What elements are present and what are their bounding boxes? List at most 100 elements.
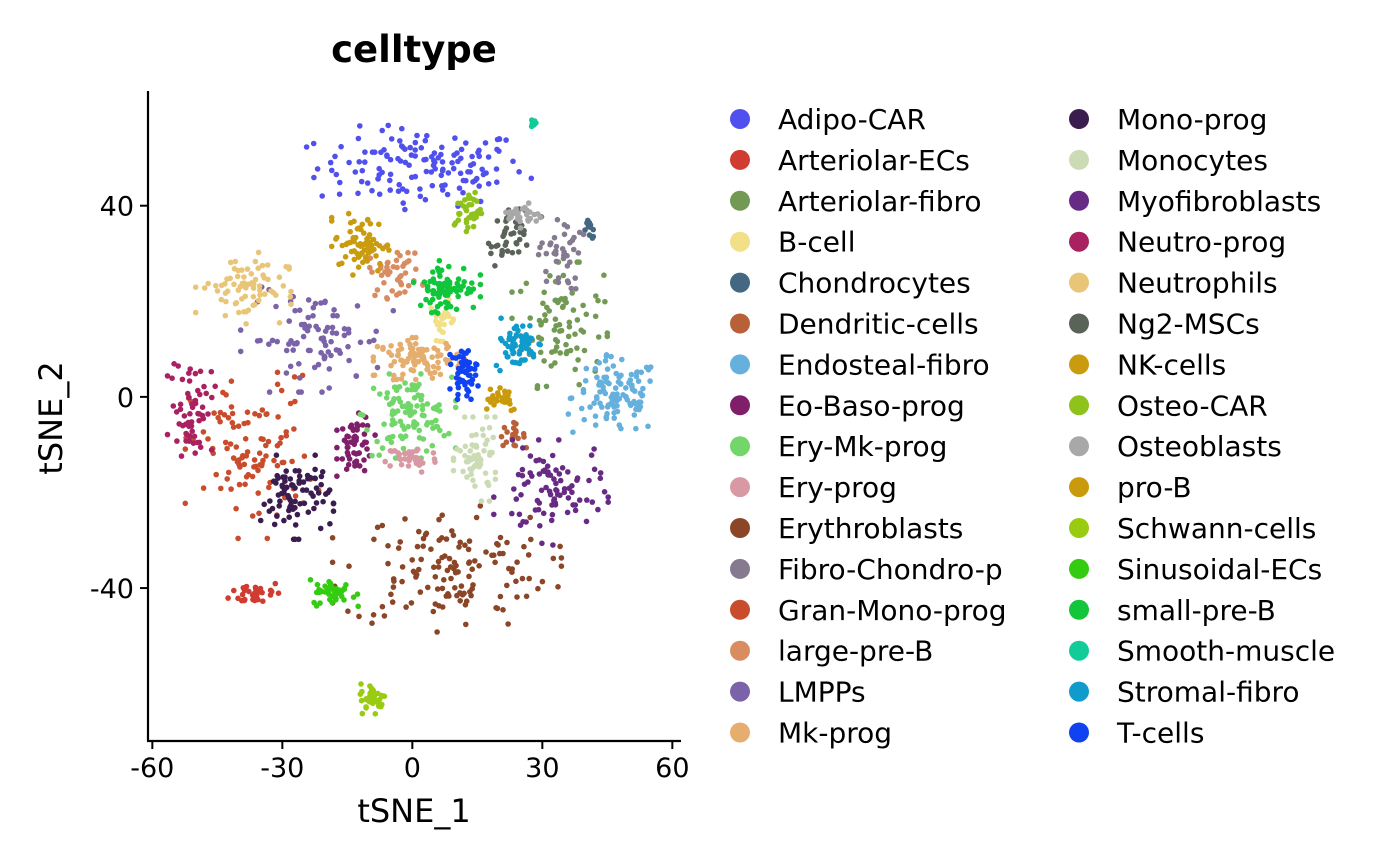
data-point	[486, 424, 493, 431]
data-point	[234, 273, 241, 280]
data-point	[432, 166, 439, 172]
data-point	[493, 166, 500, 172]
data-point	[566, 324, 573, 330]
data-point	[364, 427, 370, 433]
data-point	[578, 327, 584, 334]
data-point	[386, 247, 392, 253]
data-point	[369, 149, 376, 155]
data-point	[256, 412, 263, 419]
data-point	[249, 513, 256, 519]
data-point	[381, 613, 388, 619]
data-point	[398, 376, 405, 382]
data-point	[263, 442, 269, 449]
data-point	[444, 191, 451, 198]
data-point	[352, 459, 358, 466]
data-point	[417, 186, 423, 192]
data-point	[483, 414, 490, 420]
data-point	[370, 354, 377, 360]
data-point	[358, 681, 364, 687]
data-point	[528, 348, 534, 355]
series-chondrocytes	[582, 217, 597, 241]
data-point	[436, 257, 443, 264]
data-point	[354, 421, 360, 427]
data-point	[514, 216, 521, 222]
data-point	[281, 490, 287, 496]
data-point	[431, 345, 437, 352]
legend-key	[730, 313, 750, 334]
data-point	[548, 517, 555, 524]
data-point	[645, 367, 652, 373]
data-point	[561, 486, 568, 492]
data-point	[439, 585, 446, 592]
data-point	[257, 462, 263, 468]
data-point	[242, 293, 248, 300]
data-point	[482, 140, 489, 146]
series-dendritic-cells	[498, 419, 530, 451]
data-point	[519, 206, 526, 212]
data-point	[463, 205, 469, 211]
legend-label: pro-B	[1117, 471, 1192, 504]
data-point	[626, 380, 632, 386]
data-point	[485, 154, 492, 160]
data-point	[402, 380, 408, 386]
data-point	[318, 349, 324, 356]
data-point	[302, 325, 308, 332]
y-axis-ticks: -40 0 40	[90, 192, 148, 605]
data-point	[472, 483, 478, 489]
data-point	[283, 347, 290, 354]
data-point	[527, 323, 533, 329]
data-point	[254, 587, 260, 593]
data-point	[197, 391, 203, 398]
data-point	[381, 421, 387, 428]
data-point	[292, 536, 299, 543]
data-point	[454, 280, 461, 287]
data-point	[368, 242, 375, 248]
data-point	[205, 280, 211, 287]
legend-key	[1069, 231, 1089, 252]
legend-key	[730, 558, 750, 579]
data-point	[581, 347, 588, 354]
data-point	[397, 279, 404, 286]
data-point	[614, 408, 621, 415]
data-point	[429, 442, 436, 449]
data-point	[470, 414, 476, 420]
data-point	[433, 417, 439, 424]
data-point	[450, 455, 457, 462]
data-point	[518, 492, 524, 498]
data-point	[590, 233, 597, 240]
data-point	[264, 411, 270, 417]
data-point	[286, 514, 293, 520]
series-t-cells	[447, 348, 481, 403]
data-point	[333, 595, 339, 602]
data-point	[431, 564, 437, 570]
legend-label: Adipo-CAR	[778, 103, 926, 136]
data-point	[466, 454, 472, 461]
data-point	[542, 317, 549, 324]
data-point	[252, 276, 259, 283]
legend-item: Monocytes	[1069, 144, 1268, 177]
data-point	[364, 446, 370, 452]
legend-key	[1069, 354, 1089, 375]
data-point	[228, 486, 234, 492]
data-point	[367, 264, 373, 271]
data-point	[417, 589, 424, 595]
data-point	[271, 457, 277, 464]
y-axis-title: tSNE_2	[32, 361, 70, 474]
data-point	[551, 476, 557, 482]
data-point	[510, 349, 517, 356]
data-point	[515, 435, 521, 442]
series-nk-cells	[328, 210, 392, 278]
data-point	[292, 398, 298, 405]
data-point	[345, 326, 352, 333]
data-point	[267, 592, 274, 598]
data-point	[521, 543, 527, 550]
data-point	[509, 249, 516, 256]
data-point	[288, 338, 294, 344]
data-point	[478, 457, 484, 464]
data-point	[611, 415, 617, 421]
data-point	[276, 503, 283, 509]
data-point	[310, 304, 317, 311]
data-point	[497, 534, 504, 541]
data-point	[377, 260, 383, 267]
data-point	[416, 528, 422, 535]
